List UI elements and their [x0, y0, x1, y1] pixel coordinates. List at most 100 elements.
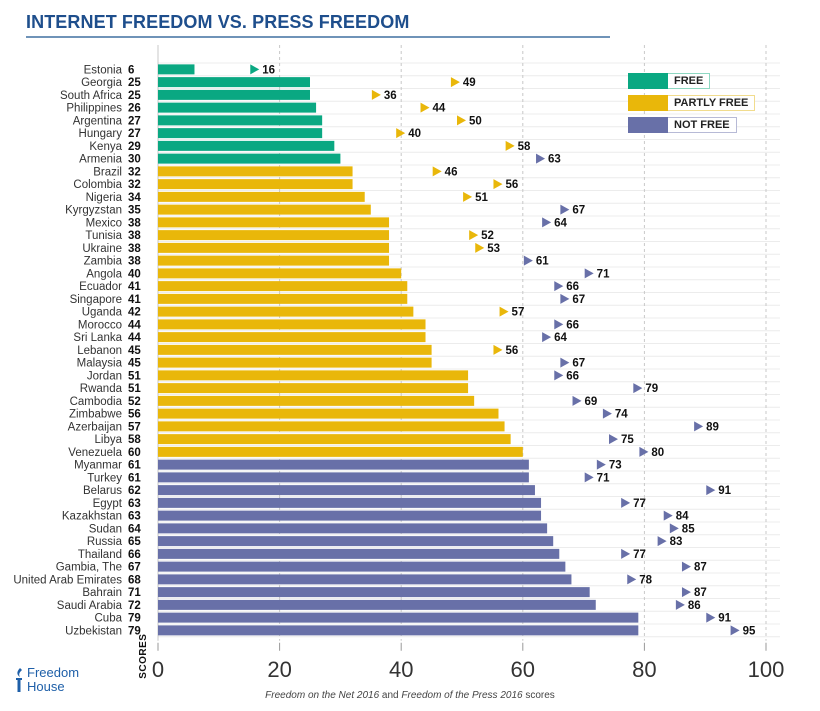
table-row: Gambia, The 67 87	[56, 561, 707, 574]
net-score-label: 38	[128, 217, 141, 229]
table-row: Russia 65 83	[87, 536, 683, 548]
caption-net: Freedom on the Net 2016	[265, 690, 380, 701]
net-score-label: 63	[128, 498, 141, 510]
net-score-bar	[158, 536, 554, 547]
net-score-label: 34	[128, 192, 141, 204]
net-score-bar	[158, 510, 542, 521]
net-score-bar	[158, 64, 195, 75]
press-score-label: 83	[670, 536, 683, 548]
press-score-marker	[663, 510, 673, 521]
net-score-bar	[158, 77, 310, 88]
country-label: Ukraine	[82, 243, 122, 255]
press-score-label: 16	[262, 64, 275, 76]
country-label: Myanmar	[74, 460, 122, 472]
legend-label-free: FREE	[668, 73, 711, 89]
net-score-label: 44	[128, 332, 141, 344]
press-score-label: 46	[445, 166, 458, 178]
x-tick-label: 100	[748, 657, 785, 682]
press-score-label: 56	[505, 345, 518, 357]
country-label: Zambia	[84, 256, 123, 268]
press-score-label: 78	[639, 574, 652, 586]
press-score-marker	[681, 561, 691, 572]
country-label: Colombia	[73, 179, 122, 191]
net-score-label: 38	[128, 256, 141, 268]
press-score-marker	[560, 357, 570, 368]
country-label: Hungary	[79, 128, 123, 140]
table-row: Argentina 27 50	[73, 115, 482, 127]
torch-icon	[16, 668, 22, 692]
net-score-bar	[158, 140, 335, 151]
net-score-label: 79	[128, 613, 141, 625]
net-score-bar	[158, 319, 426, 330]
country-label: Thailand	[78, 549, 122, 561]
legend-item-not-free: NOT FREE	[628, 117, 737, 133]
table-row: Mexico 38 64	[86, 217, 568, 229]
press-score-marker	[505, 140, 515, 151]
country-label: Kazakhstan	[62, 511, 122, 523]
press-score-label: 71	[597, 472, 610, 484]
legend-item-partly-free: PARTLY FREE	[628, 95, 756, 111]
press-score-marker	[554, 281, 564, 292]
net-score-label: 52	[128, 396, 141, 408]
x-axis: 0 20 40 60 80 100 SCORES	[138, 634, 784, 682]
table-row: Nigeria 34 51	[86, 191, 488, 204]
net-score-bar	[158, 599, 596, 610]
net-score-bar	[158, 306, 414, 317]
net-score-label: 79	[128, 625, 141, 637]
press-score-label: 86	[688, 600, 701, 612]
net-score-bar	[158, 293, 408, 304]
press-score-label: 95	[743, 625, 756, 637]
country-label: Mexico	[86, 217, 122, 229]
net-score-bar	[158, 268, 402, 279]
press-score-label: 57	[512, 307, 525, 319]
press-score-marker	[450, 77, 460, 88]
country-label: Sudan	[89, 523, 122, 535]
country-label: Uzbekistan	[65, 625, 122, 637]
press-score-label: 73	[609, 460, 622, 472]
net-score-bar	[158, 421, 505, 432]
country-label: Kyrgyzstan	[65, 205, 122, 217]
press-score-marker	[396, 128, 406, 139]
net-score-label: 60	[128, 447, 141, 459]
country-label: Azerbaijan	[68, 421, 122, 433]
press-score-marker	[584, 268, 594, 279]
net-score-bar	[158, 128, 323, 139]
table-row: Lebanon 45 56	[77, 344, 518, 357]
net-score-bar	[158, 612, 639, 623]
x-tick-label: 0	[152, 657, 164, 682]
net-score-label: 61	[128, 460, 141, 472]
table-row: Kyrgyzstan 35 67	[65, 204, 585, 217]
press-score-marker	[560, 204, 570, 215]
press-score-marker	[493, 344, 503, 355]
net-score-bar	[158, 153, 341, 164]
press-score-marker	[536, 153, 546, 164]
country-label: Philippines	[66, 103, 122, 115]
net-score-bar	[158, 459, 529, 470]
country-label: Zimbabwe	[69, 409, 122, 421]
country-label: Morocco	[78, 319, 122, 331]
table-row: Azerbaijan 57 89	[68, 421, 719, 433]
country-label: United Arab Emirates	[13, 574, 122, 586]
caption-and: and	[379, 690, 402, 701]
press-score-label: 71	[597, 268, 610, 280]
net-score-bar	[158, 472, 529, 483]
country-label: Bahrain	[82, 587, 122, 599]
net-score-bar	[158, 548, 560, 559]
net-score-label: 25	[128, 90, 141, 102]
country-label: Libya	[95, 434, 123, 446]
country-label: Nigeria	[86, 192, 123, 204]
press-score-label: 84	[676, 511, 689, 523]
table-row: Angola 40 71	[86, 268, 610, 280]
press-score-marker	[639, 446, 649, 457]
country-label: Tunisia	[85, 230, 122, 242]
table-row: Sudan 64 85	[89, 523, 695, 535]
press-score-marker	[250, 64, 260, 75]
net-score-bar	[158, 102, 317, 113]
net-score-label: 58	[128, 434, 141, 446]
table-row: Kazakhstan 63 84	[62, 510, 689, 523]
net-score-label: 35	[128, 205, 141, 217]
net-score-label: 40	[128, 268, 141, 280]
table-row: Sri Lanka 44 64	[73, 332, 568, 344]
net-score-bar	[158, 242, 390, 253]
press-score-label: 89	[706, 421, 719, 433]
